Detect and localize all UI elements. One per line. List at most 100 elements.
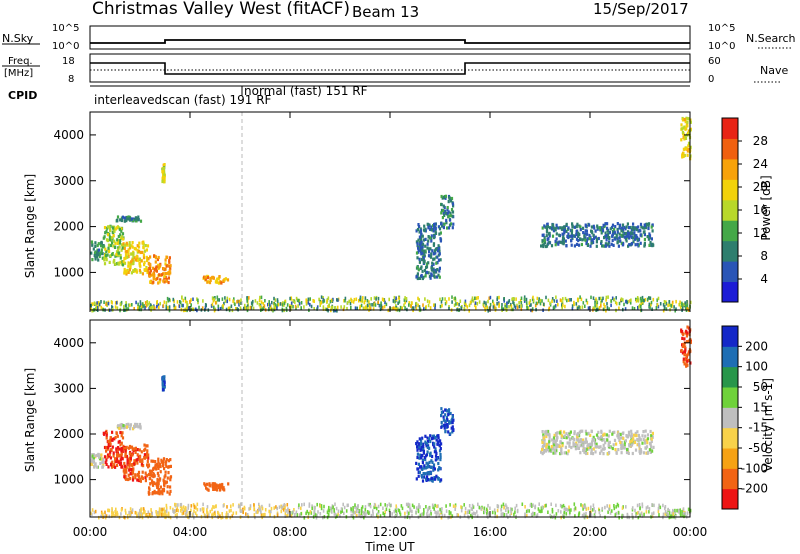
scatter-cell	[611, 509, 613, 513]
scatter-cell	[352, 506, 354, 510]
scatter-cell	[369, 502, 371, 507]
scatter-cell	[583, 503, 586, 507]
echo-cell	[416, 242, 419, 246]
echo-cell	[624, 439, 627, 443]
echo-cell	[127, 446, 131, 450]
echo-cell	[162, 464, 165, 468]
echo-cell	[452, 418, 455, 422]
echo-cell	[99, 251, 102, 255]
scatter-cell	[281, 303, 284, 307]
scatter-cell	[679, 300, 681, 304]
echo-cell	[553, 443, 556, 447]
echo-cell	[422, 472, 425, 476]
scatter-cell	[323, 299, 326, 303]
echo-cell	[419, 250, 423, 254]
scatter-cell	[453, 297, 455, 301]
echo-cell	[600, 226, 603, 230]
scatter-cell	[445, 504, 447, 508]
echo-cell	[127, 422, 130, 426]
scatter-cell	[455, 302, 457, 306]
echo-cell	[139, 454, 142, 458]
echo-cell	[124, 474, 127, 478]
scatter-cell	[464, 510, 467, 515]
scatter-cell	[598, 508, 601, 513]
echo-cell	[567, 449, 570, 453]
echo-cell	[141, 470, 144, 474]
echo-cell	[603, 236, 606, 240]
echo-cell	[418, 230, 421, 234]
scatter-cell	[112, 513, 114, 517]
echo-cell	[588, 237, 591, 241]
scatter-cell	[134, 510, 137, 515]
scatter-cell	[529, 503, 532, 508]
scatter-cell	[264, 512, 266, 517]
echo-cell	[563, 451, 566, 455]
echo-cell	[559, 240, 562, 244]
echo-cell	[90, 240, 94, 244]
echo-cell	[602, 452, 605, 456]
echo-cell	[97, 242, 100, 246]
scatter-cell	[333, 512, 336, 516]
echo-cell	[552, 229, 555, 233]
scatter-cell	[547, 298, 550, 303]
scatter-cell	[281, 505, 283, 510]
scatter-cell	[176, 300, 179, 304]
echo-cell	[113, 239, 116, 243]
echo-cell	[437, 436, 440, 440]
echo-cell	[123, 461, 126, 466]
echo-cell	[601, 447, 604, 451]
echo-cell	[111, 252, 114, 257]
scatter-cell	[331, 510, 333, 514]
echo-cell	[583, 234, 586, 238]
scatter-cell	[297, 298, 300, 303]
echo-cell	[100, 241, 103, 245]
scatter-cell	[563, 510, 566, 515]
scatter-cell	[507, 507, 509, 511]
scatter-cell	[412, 306, 415, 310]
scatter-cell	[350, 507, 353, 511]
scatter-cell	[388, 508, 391, 513]
echo-cell	[619, 440, 622, 444]
scatter-cell	[303, 502, 305, 507]
echo-cell	[577, 438, 580, 442]
echo-cell	[129, 427, 132, 431]
scatter-cell	[590, 512, 593, 517]
echo-cell	[417, 462, 420, 466]
echo-cell	[591, 231, 594, 235]
scatter-cell	[641, 295, 644, 300]
scatter-cell	[545, 295, 547, 300]
echo-cell	[220, 485, 223, 489]
scatter-cell	[561, 305, 563, 310]
echo-cell	[160, 458, 163, 462]
echo-cell	[119, 453, 122, 457]
echo-cell	[133, 246, 136, 251]
echo-cell	[224, 277, 227, 281]
echo-cell	[116, 446, 120, 450]
echo-cell	[143, 453, 146, 457]
echo-cell	[608, 429, 611, 433]
scatter-cell	[411, 306, 413, 310]
scatter-cell	[508, 299, 511, 303]
echo-cell	[155, 483, 158, 487]
scatter-cell	[163, 513, 166, 517]
scatter-cell	[336, 309, 338, 313]
echo-cell	[573, 430, 576, 434]
nsearch-label: N.Search	[746, 32, 796, 45]
scatter-cell	[489, 302, 492, 307]
scatter-cell	[163, 300, 166, 304]
echo-cell	[104, 231, 107, 235]
echo-cell	[159, 485, 162, 489]
echo-cell	[560, 434, 564, 438]
echo-cell	[136, 461, 139, 465]
echo-cell	[165, 264, 168, 268]
scatter-cell	[641, 502, 644, 506]
scatter-cell	[380, 304, 383, 308]
scatter-cell	[334, 502, 336, 506]
echo-cell	[584, 238, 587, 242]
echo-cell	[442, 418, 445, 422]
echo-cell	[649, 441, 652, 445]
echo-cell	[428, 446, 431, 450]
scatter-cell	[622, 298, 624, 302]
scatter-cell	[313, 299, 315, 303]
echo-cell	[113, 437, 116, 441]
